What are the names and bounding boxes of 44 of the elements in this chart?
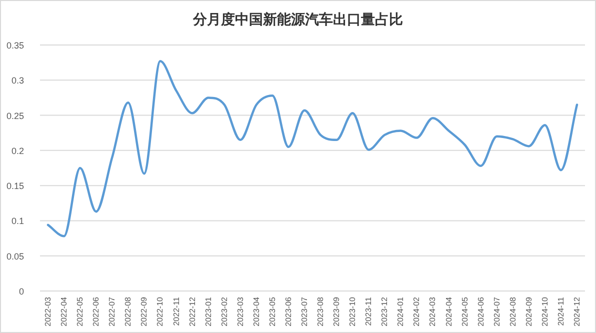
x-tick-label: 2022-04 xyxy=(60,296,69,326)
x-tick-label: 2022-10 xyxy=(156,296,165,326)
y-tick-label: 0.05 xyxy=(6,251,24,262)
x-tick-label: 2023-07 xyxy=(300,296,309,326)
x-tick-label: 2023-11 xyxy=(364,296,374,326)
x-tick-label: 2022-07 xyxy=(108,296,117,326)
x-tick-label: 2024-06 xyxy=(476,296,486,326)
x-tick-label: 2024-02 xyxy=(412,296,422,326)
x-tick-label: 2022-11 xyxy=(172,296,181,326)
x-tick-label: 2022-05 xyxy=(76,296,85,326)
x-tick-label: 2022-03 xyxy=(44,296,53,326)
x-tick-label: 2024-11 xyxy=(556,296,566,326)
x-tick-label: 2022-08 xyxy=(124,296,133,326)
x-tick-label: 2023-12 xyxy=(380,296,390,326)
y-tick-label: 0.25 xyxy=(6,110,24,121)
x-tick-label: 2023-02 xyxy=(220,296,229,326)
x-tick-label: 2023-05 xyxy=(268,296,277,326)
y-tick-label: 0.35 xyxy=(6,40,24,50)
line-series xyxy=(46,60,578,238)
y-tick-label: 0.1 xyxy=(11,216,24,226)
x-tick-label: 2023-04 xyxy=(252,296,261,326)
x-tick-label: 2022-09 xyxy=(140,296,149,326)
x-tick-label: 2023-06 xyxy=(284,296,293,326)
y-tick-label: 0.3 xyxy=(11,76,24,86)
x-tick-label: 2024-12 xyxy=(572,296,582,326)
chart-title: 分月度中国新能源汽车出口量占比 xyxy=(192,11,403,27)
x-tick-label: 2022-06 xyxy=(92,296,101,326)
x-tick-label: 2023-01 xyxy=(204,296,213,326)
x-tick-label: 2024-10 xyxy=(540,296,550,326)
x-tick-label: 2024-07 xyxy=(492,296,502,326)
x-tick-label: 2024-05 xyxy=(460,296,470,326)
x-tick-label: 2024-03 xyxy=(428,296,438,326)
x-tick-label: 2024-04 xyxy=(444,296,454,326)
y-tick-label: 0.15 xyxy=(6,181,24,192)
x-tick-label: 2023-10 xyxy=(348,296,358,326)
x-tick-label: 2022-12 xyxy=(188,296,197,326)
x-tick-label: 2023-09 xyxy=(332,296,342,326)
x-tick-label: 2023-03 xyxy=(236,296,245,326)
x-tick-label: 2024-08 xyxy=(508,296,518,326)
x-tick-label: 2024-01 xyxy=(396,296,406,326)
x-tick-label: 2023-08 xyxy=(316,296,326,326)
x-tick-label: 2024-09 xyxy=(524,296,534,326)
y-tick-label: 0.2 xyxy=(11,146,24,156)
y-tick-label: 0 xyxy=(18,286,24,296)
